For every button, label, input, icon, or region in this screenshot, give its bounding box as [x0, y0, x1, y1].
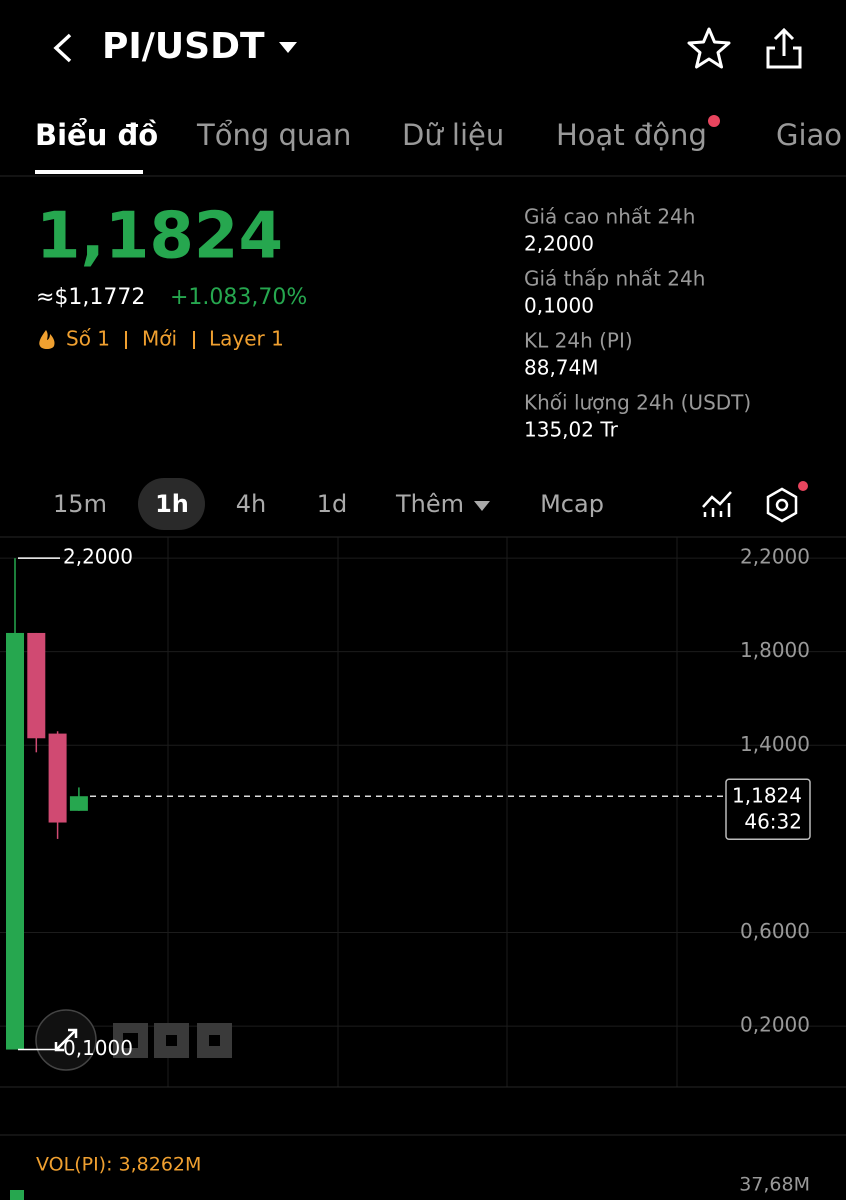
- back-icon[interactable]: [53, 33, 72, 63]
- y-tick-label: 1,8000: [740, 638, 810, 662]
- tab[interactable]: Hoạt động: [556, 118, 707, 152]
- interval[interactable]: Thêm: [395, 490, 464, 518]
- price-change: +1.083,70%: [170, 285, 307, 310]
- stat-value: 2,2000: [524, 232, 594, 256]
- interval[interactable]: 4h: [236, 490, 266, 518]
- pair-title[interactable]: PI/USDT: [102, 26, 265, 67]
- tag[interactable]: Số 1: [66, 327, 110, 351]
- stat-value: 0,1000: [524, 294, 594, 318]
- extreme-label: 2,2000: [63, 545, 133, 569]
- last-price-box: [725, 778, 811, 840]
- stat-label: Giá cao nhất 24h: [524, 205, 695, 229]
- stat-label: KL 24h (PI): [524, 329, 633, 353]
- watermark-logo: [113, 1023, 232, 1058]
- candle-body: [27, 632, 46, 739]
- tab[interactable]: Dữ liệu: [402, 118, 504, 152]
- tab-indicator: [35, 170, 143, 174]
- notification-dot: [708, 115, 720, 127]
- separator: [125, 331, 127, 349]
- tag[interactable]: Layer 1: [209, 327, 284, 351]
- indicator-icon[interactable]: [702, 491, 732, 517]
- favorite-icon[interactable]: [687, 27, 731, 69]
- last-price-label: 1,1824: [732, 784, 802, 808]
- separator: [193, 331, 195, 349]
- volume-bar: [10, 1190, 24, 1200]
- hot-icon: [39, 330, 55, 349]
- share-icon[interactable]: [766, 27, 802, 69]
- stat-label: Khối lượng 24h (USDT): [524, 391, 751, 415]
- interval[interactable]: 15m: [53, 490, 107, 518]
- volume-axis-label: 37,68M: [739, 1174, 810, 1196]
- interval[interactable]: 1d: [317, 490, 348, 518]
- tab[interactable]: Tổng quan: [196, 118, 351, 152]
- vertical-grid: [167, 537, 678, 1087]
- stat-value: 135,02 Tr: [524, 418, 619, 442]
- candle-body: [69, 796, 88, 811]
- settings-icon[interactable]: [766, 481, 808, 523]
- y-tick-label: 0,6000: [740, 919, 810, 943]
- interval[interactable]: Mcap: [540, 490, 604, 518]
- candle-body: [6, 632, 24, 1050]
- tab[interactable]: Giao: [776, 118, 842, 152]
- y-tick-label: 2,2000: [740, 545, 810, 569]
- interval[interactable]: 1h: [155, 490, 189, 518]
- stat-label: Giá thấp nhất 24h: [524, 267, 705, 291]
- y-tick-label: 1,4000: [740, 732, 810, 756]
- countdown: 46:32: [744, 810, 802, 834]
- extreme-label: 0,1000: [63, 1036, 133, 1060]
- last-price: 1,1824: [36, 200, 283, 274]
- expand-button[interactable]: [35, 1009, 97, 1071]
- tab[interactable]: Biểu đồ: [35, 118, 158, 152]
- more-dropdown[interactable]: [474, 501, 490, 511]
- usd-price: ≈$1,1772: [36, 285, 145, 310]
- volume-label: VOL(PI): 3,8262M: [36, 1154, 201, 1176]
- candle-body: [48, 733, 67, 823]
- stat-value: 88,74M: [524, 356, 599, 380]
- y-tick-label: 0,2000: [740, 1013, 810, 1037]
- pair-dropdown[interactable]: [279, 42, 297, 53]
- tag[interactable]: Mới: [142, 327, 177, 351]
- interval-selected-bg: [138, 478, 205, 530]
